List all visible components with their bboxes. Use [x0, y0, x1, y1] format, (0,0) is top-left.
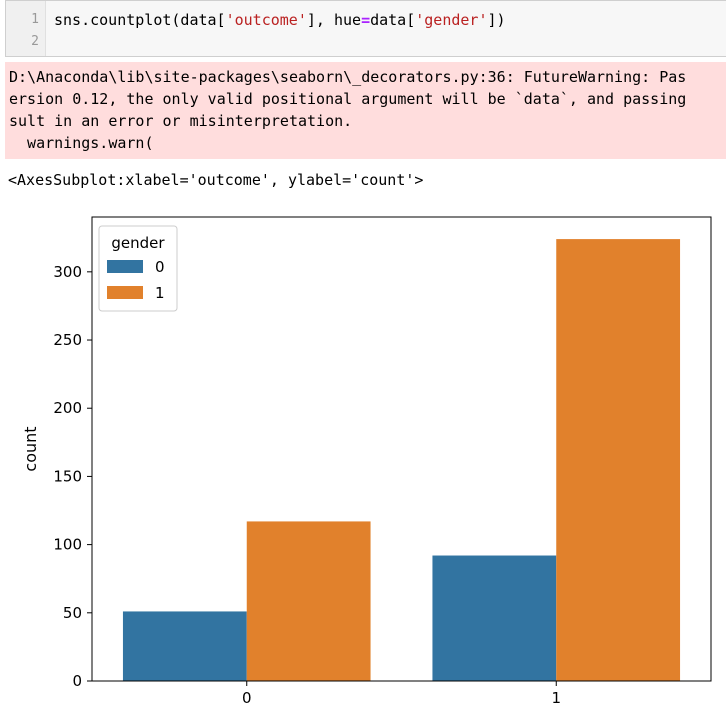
x-tick-label: 0 [242, 689, 252, 707]
code-token: sns.countplot(data[ [54, 11, 226, 29]
legend-entry: 0 [155, 258, 165, 276]
line-number: 2 [31, 34, 39, 49]
stderr-line: D:\Anaconda\lib\site-packages\seaborn\_d… [9, 68, 687, 86]
x-tick-label: 1 [551, 689, 561, 707]
bar-1-gender-1 [556, 239, 681, 681]
code-operator: = [361, 11, 371, 29]
code-token: ]) [487, 11, 506, 29]
stderr-line: ersion 0.12, the only valid positional a… [9, 90, 687, 108]
legend-title: gender [111, 234, 165, 252]
y-tick-label: 150 [53, 467, 82, 485]
line-number-gutter: 1 2 [6, 1, 46, 56]
y-tick-label: 300 [53, 263, 82, 281]
legend-swatch [107, 260, 143, 273]
y-tick-label: 50 [63, 604, 82, 622]
y-axis-label: count [21, 426, 40, 471]
axes-frame [91, 216, 712, 682]
legend-entry: 1 [155, 284, 165, 302]
bar-0-gender-0 [122, 611, 247, 681]
code-line[interactable]: sns.countplot(data['outcome'], hue=data[… [54, 11, 506, 29]
bar-0-gender-1 [246, 521, 371, 681]
stderr-line: warnings.warn( [9, 134, 154, 152]
stderr-line: sult in an error or misinterpretation. [9, 112, 353, 130]
y-tick-label: 100 [53, 536, 82, 554]
code-string: 'gender' [415, 11, 488, 29]
stderr-output: D:\Anaconda\lib\site-packages\seaborn\_d… [5, 62, 726, 159]
countplot-chart: 0 1 0 50 100 150 200 250 300 count gender 0 1 [21, 216, 712, 707]
code-cell[interactable]: 1 2 sns.countplot(data['outcome'], hue=d… [5, 0, 726, 57]
legend-swatch [107, 286, 143, 299]
line-number: 1 [31, 12, 39, 27]
y-tick-label: 250 [53, 331, 82, 349]
bar-1-gender-0 [432, 555, 557, 681]
result-text: <AxesSubplot:xlabel='outcome', ylabel='c… [8, 171, 424, 189]
code-string: 'outcome' [225, 11, 307, 29]
code-token: ], hue [306, 11, 362, 29]
y-tick-label: 0 [72, 672, 82, 690]
y-tick-label: 200 [53, 399, 82, 417]
code-token: data[ [370, 11, 416, 29]
